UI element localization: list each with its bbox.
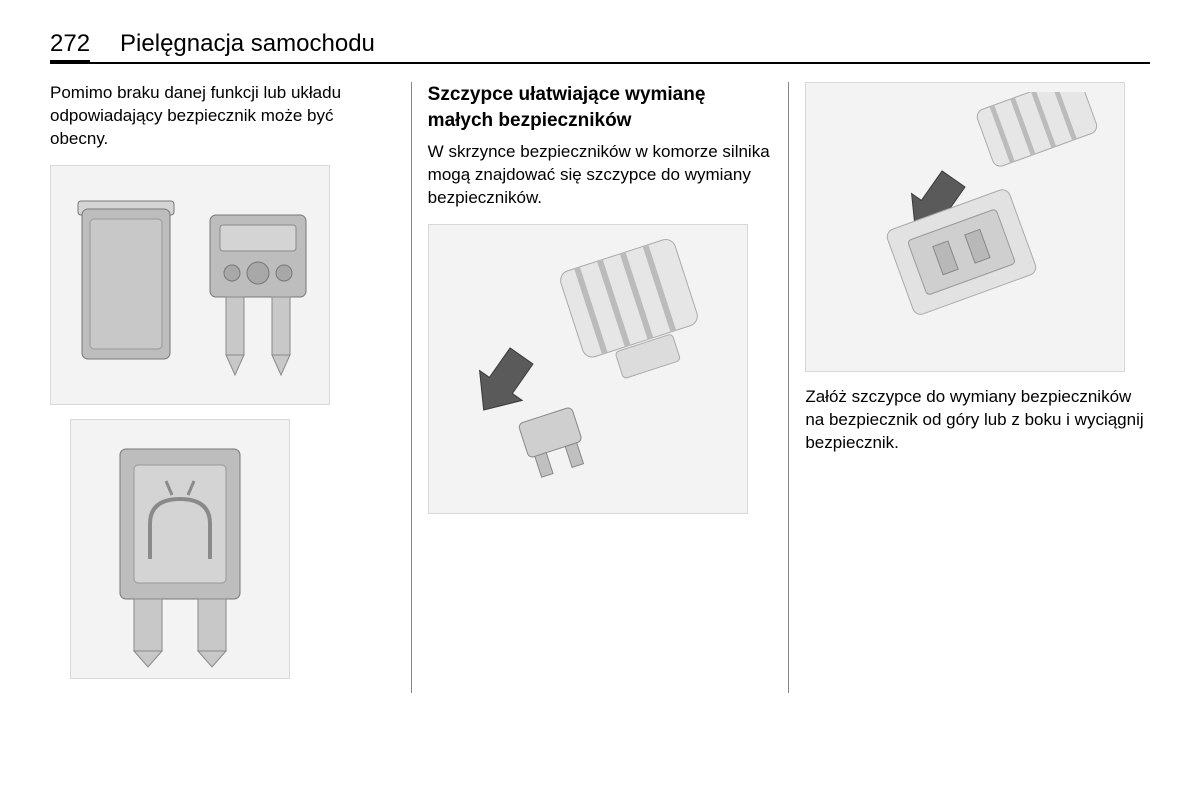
extractor-side-illustration xyxy=(805,82,1125,372)
extractor-top-svg xyxy=(438,234,738,504)
content-columns: Pomimo braku danej funkcji lub układu od… xyxy=(50,82,1150,693)
col2-text: W skrzynce bezpieczników w komorze silni… xyxy=(428,141,773,210)
page-header: 272 Pielęgnacja samochodu xyxy=(50,30,1150,64)
col2-heading: Szczypce ułatwiające wymianę małych bezp… xyxy=(428,82,773,133)
fuse-types-illustration xyxy=(50,165,330,405)
extractor-top-illustration xyxy=(428,224,748,514)
col1-text: Pomimo braku danej funkcji lub układu od… xyxy=(50,82,395,151)
fuse-single-illustration xyxy=(70,419,290,679)
column-2: Szczypce ułatwiające wymianę małych bezp… xyxy=(411,82,790,693)
page-number: 272 xyxy=(50,30,90,62)
col3-text: Załóż szczypce do wymiany bezpieczników … xyxy=(805,386,1150,455)
fuse-single-svg xyxy=(80,429,280,669)
extractor-side-svg xyxy=(815,92,1115,362)
page-title: Pielęgnacja samochodu xyxy=(120,30,375,58)
column-1: Pomimo braku danej funkcji lub układu od… xyxy=(50,82,411,693)
fuse-types-svg xyxy=(60,175,320,395)
column-3: Załóż szczypce do wymiany bezpieczników … xyxy=(789,82,1150,693)
